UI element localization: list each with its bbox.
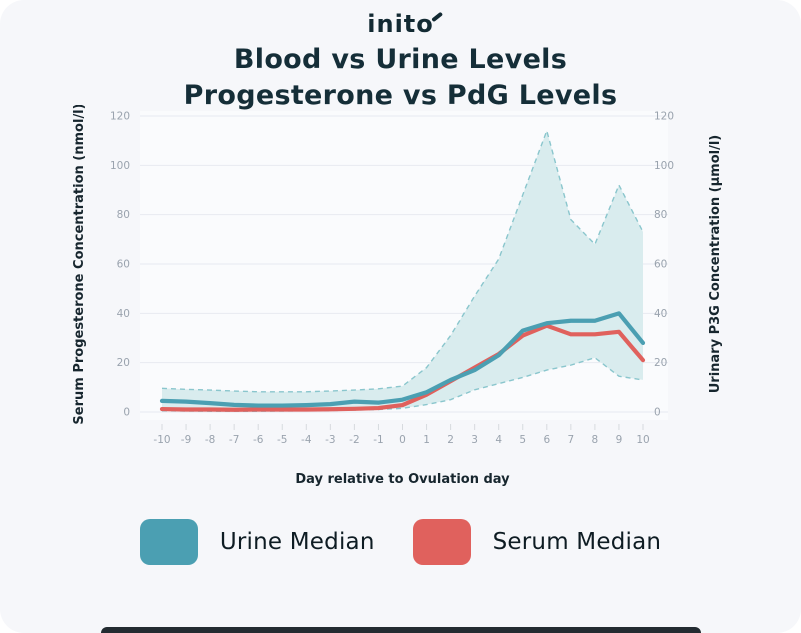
svg-text:5: 5 — [519, 434, 526, 446]
legend-item-urine: Urine Median — [139, 519, 375, 565]
svg-text:3: 3 — [471, 434, 478, 446]
svg-text:100: 100 — [110, 160, 130, 172]
svg-text:100: 100 — [654, 160, 674, 172]
chart-area: 0 0 20 20 40 40 60 60 80 80 100 100 120 120 -10 -9 -8 -7-… — [60, 103, 740, 500]
svg-text:-4: -4 — [301, 434, 312, 446]
svg-text:-10: -10 — [153, 434, 170, 446]
svg-text:8: 8 — [592, 434, 599, 446]
svg-text:Day relative to Ovulation day: Day relative to Ovulation day — [295, 472, 510, 487]
bottom-sheet-edge — [100, 627, 701, 633]
svg-text:80: 80 — [654, 209, 667, 221]
svg-text:40: 40 — [117, 308, 130, 320]
svg-text:120: 120 — [654, 111, 674, 123]
svg-text:-1: -1 — [373, 434, 383, 446]
svg-text:1: 1 — [423, 434, 430, 446]
svg-text:6: 6 — [543, 434, 550, 446]
svg-text:40: 40 — [654, 308, 667, 320]
svg-text:7: 7 — [568, 434, 575, 446]
svg-text:0: 0 — [123, 407, 130, 419]
svg-text:2: 2 — [447, 434, 454, 446]
urine-median-label: Urine Median — [219, 529, 375, 555]
svg-text:4: 4 — [495, 434, 502, 446]
serum-median-swatch — [412, 519, 471, 565]
svg-text:9: 9 — [616, 434, 623, 446]
inito-logo-text: inito — [367, 10, 434, 38]
svg-text:-2: -2 — [349, 434, 359, 446]
svg-text:-6: -6 — [253, 434, 264, 446]
svg-text:-3: -3 — [325, 434, 335, 446]
svg-text:10: 10 — [636, 434, 649, 446]
svg-text:Serum Progesterone Concentrati: Serum Progesterone Concentration (nmol/l… — [72, 105, 87, 425]
svg-text:-5: -5 — [277, 434, 287, 446]
urine-median-swatch — [139, 519, 198, 565]
legend-item-serum: Serum Median — [412, 519, 662, 565]
serum-median-label: Serum Median — [492, 529, 662, 555]
svg-text:-8: -8 — [205, 434, 215, 446]
chart-legend: Urine Median Serum Median — [0, 519, 801, 565]
svg-text:60: 60 — [117, 259, 130, 271]
chart-title-line2: Progesterone vs PdG Levels — [183, 80, 618, 111]
svg-text:-7: -7 — [229, 434, 239, 446]
svg-text:-9: -9 — [181, 434, 191, 446]
svg-text:120: 120 — [110, 111, 130, 123]
chart-title: Blood vs Urine Levels Progesterone vs Pd… — [0, 42, 801, 114]
svg-text:60: 60 — [654, 259, 667, 271]
svg-text:0: 0 — [399, 434, 406, 446]
svg-text:20: 20 — [654, 357, 667, 369]
svg-text:20: 20 — [117, 357, 130, 369]
svg-text:Urinary P3G Concentration (µmo: Urinary P3G Concentration (µmol/l) — [708, 135, 723, 394]
inito-logo: inito — [0, 10, 801, 38]
svg-text:80: 80 — [117, 209, 130, 221]
svg-text:0: 0 — [654, 407, 661, 419]
chart-title-line1: Blood vs Urine Levels — [233, 44, 568, 75]
